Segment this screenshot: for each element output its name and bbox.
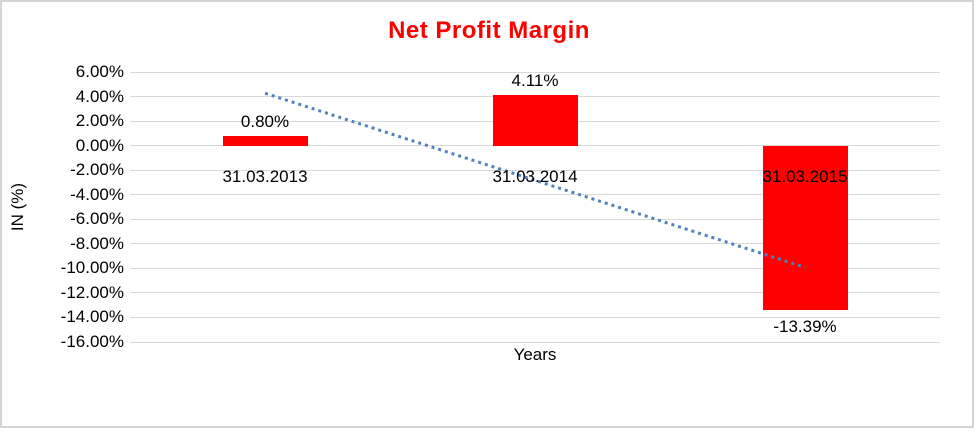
trendline (264, 91, 806, 269)
bar-data-label: 4.11% (511, 71, 559, 91)
plot-area: 0.80% 31.03.2013 4.11% 31.03.2014 -13.39% 31.… (130, 71, 940, 343)
gridline (130, 169, 940, 171)
y-tick-label: -10.00% (60, 258, 124, 278)
gridline (130, 341, 940, 343)
x-axis-title: Years (513, 345, 557, 364)
x-category-label: 31.03.2013 (222, 166, 308, 186)
y-tick-label: -16.00% (60, 332, 124, 351)
x-category-label: 31.03.2014 (492, 166, 578, 186)
gridline (130, 292, 940, 294)
y-tick-label: 6.00% (75, 62, 124, 81)
y-tick-label: -14.00% (60, 307, 124, 327)
gridline (130, 71, 940, 73)
bar-data-label: 0.80% (240, 111, 290, 131)
gridline (130, 145, 940, 147)
y-tick-label: 0.00% (75, 135, 124, 155)
y-tick-label: -6.00% (70, 209, 124, 229)
bar-31.03.2013 (222, 135, 308, 146)
x-category-label: 31.03.2015 (762, 166, 848, 186)
chart-title: Net Profit Margin (388, 17, 590, 44)
bar-31.03.2015 (762, 145, 848, 310)
bar-31.03.2014 (492, 95, 578, 146)
y-tick-label: -8.00% (70, 233, 124, 253)
gridline (130, 218, 940, 220)
gridline (130, 194, 940, 196)
gridline (130, 316, 940, 318)
y-tick-label: 4.00% (75, 86, 124, 106)
y-tick-label: 2.00% (75, 111, 124, 131)
y-tick-label: -4.00% (70, 184, 124, 204)
y-tick-label: -2.00% (70, 160, 124, 180)
bar-data-label: -13.39% (773, 316, 837, 336)
gridline (130, 243, 940, 245)
gridline (130, 267, 940, 269)
y-tick-label: -12.00% (60, 282, 124, 302)
